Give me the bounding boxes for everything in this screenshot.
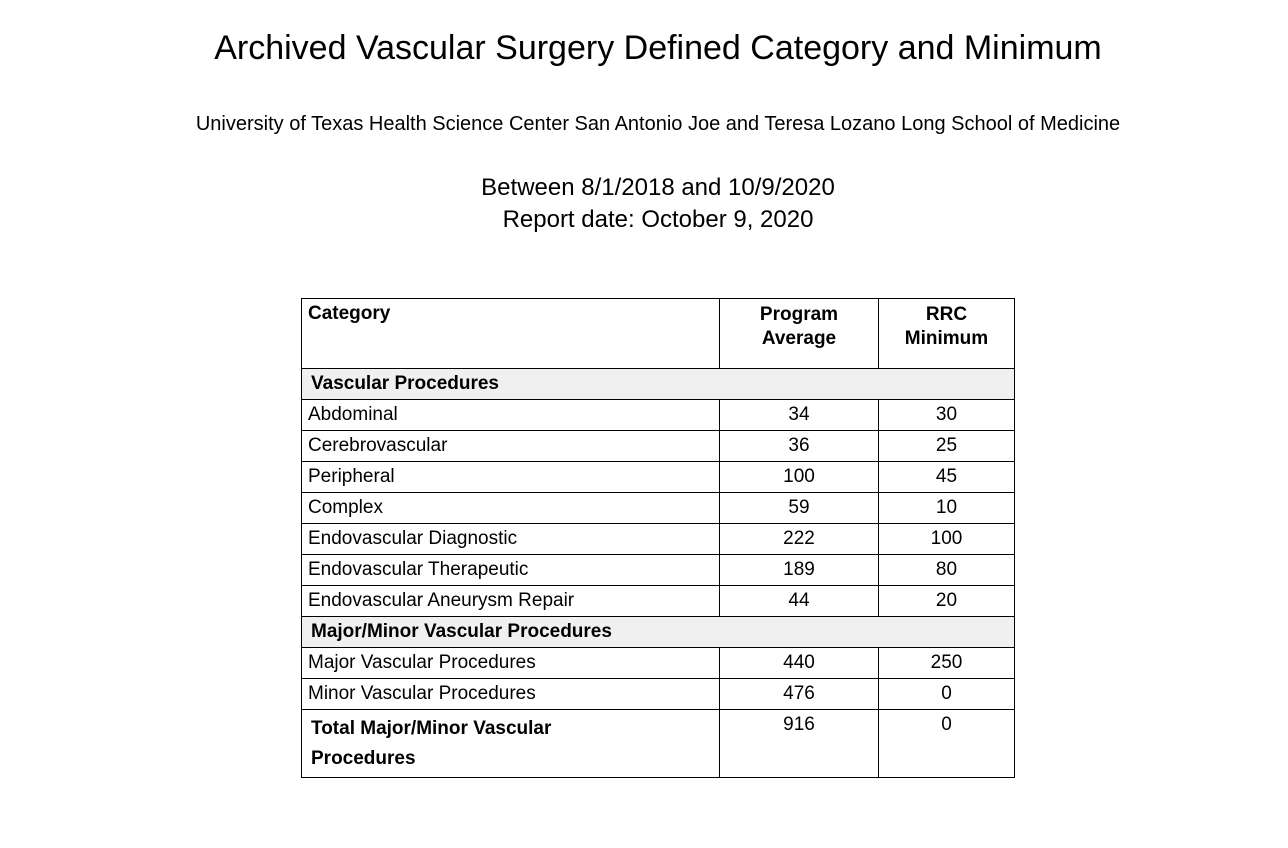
table-row: Major Vascular Procedures 440 250 <box>301 647 1015 680</box>
date-range: Between 8/1/2018 and 10/9/2020 <box>481 174 835 202</box>
program-average-value: 222 <box>719 523 879 556</box>
row-label: Endovascular Therapeutic <box>301 554 720 587</box>
column-header-category: Category <box>301 298 720 370</box>
rrc-minimum-value: 25 <box>878 430 1015 463</box>
program-average-value: 476 <box>719 678 879 711</box>
section-label: Major/Minor Vascular Procedures <box>301 616 1015 649</box>
row-label: Cerebrovascular <box>301 430 720 463</box>
page-title: Archived Vascular Surgery Defined Catego… <box>214 29 1102 67</box>
date-block: Between 8/1/2018 and 10/9/2020 Report da… <box>14 172 1288 236</box>
rrc-minimum-value: 100 <box>878 523 1015 556</box>
row-label: Endovascular Diagnostic <box>301 523 720 556</box>
table-total-row: Total Major/Minor Vascular Procedures 91… <box>301 709 1015 779</box>
row-label: Abdominal <box>301 399 720 432</box>
row-label: Minor Vascular Procedures <box>301 678 720 711</box>
row-label: Complex <box>301 492 720 525</box>
row-label: Endovascular Aneurysm Repair <box>301 585 720 618</box>
rrc-minimum-value: 0 <box>878 678 1015 711</box>
report-date: Report date: October 9, 2020 <box>502 206 814 234</box>
report-page: Archived Vascular Surgery Defined Catego… <box>14 0 1288 779</box>
table-row: Peripheral 100 45 <box>301 461 1015 494</box>
report-table: Category Program Average RRC Minimum Vas… <box>301 298 1015 779</box>
row-label: Major Vascular Procedures <box>301 647 720 680</box>
program-average-value: 100 <box>719 461 879 494</box>
rrc-minimum-value: 250 <box>878 647 1015 680</box>
rrc-minimum-value: 30 <box>878 399 1015 432</box>
table-section-row: Major/Minor Vascular Procedures <box>301 616 1015 649</box>
program-average-value: 59 <box>719 492 879 525</box>
table-section-row: Vascular Procedures <box>301 368 1015 401</box>
column-header-program-average: Program Average <box>719 298 879 370</box>
rrc-minimum-value: 20 <box>878 585 1015 618</box>
table-row: Endovascular Therapeutic 189 80 <box>301 554 1015 587</box>
institution-subtitle: University of Texas Health Science Cente… <box>195 113 1121 136</box>
program-average-value: 34 <box>719 399 879 432</box>
program-average-total: 916 <box>719 709 879 779</box>
table-row: Cerebrovascular 36 25 <box>301 430 1015 463</box>
table-row: Endovascular Diagnostic 222 100 <box>301 523 1015 556</box>
table-row: Abdominal 34 30 <box>301 399 1015 432</box>
total-row-label: Total Major/Minor Vascular Procedures <box>301 709 720 779</box>
table-row: Minor Vascular Procedures 476 0 <box>301 678 1015 711</box>
program-average-value: 36 <box>719 430 879 463</box>
rrc-minimum-value: 10 <box>878 492 1015 525</box>
rrc-minimum-value: 80 <box>878 554 1015 587</box>
program-average-value: 189 <box>719 554 879 587</box>
table-row: Complex 59 10 <box>301 492 1015 525</box>
rrc-minimum-total: 0 <box>878 709 1015 779</box>
section-label: Vascular Procedures <box>301 368 1015 401</box>
table-row: Endovascular Aneurysm Repair 44 20 <box>301 585 1015 618</box>
column-header-rrc-minimum: RRC Minimum <box>878 298 1015 370</box>
table-header-row: Category Program Average RRC Minimum <box>301 298 1015 370</box>
rrc-minimum-value: 45 <box>878 461 1015 494</box>
row-label: Peripheral <box>301 461 720 494</box>
program-average-value: 44 <box>719 585 879 618</box>
program-average-value: 440 <box>719 647 879 680</box>
total-row-label-text: Total Major/Minor Vascular Procedures <box>311 718 552 769</box>
